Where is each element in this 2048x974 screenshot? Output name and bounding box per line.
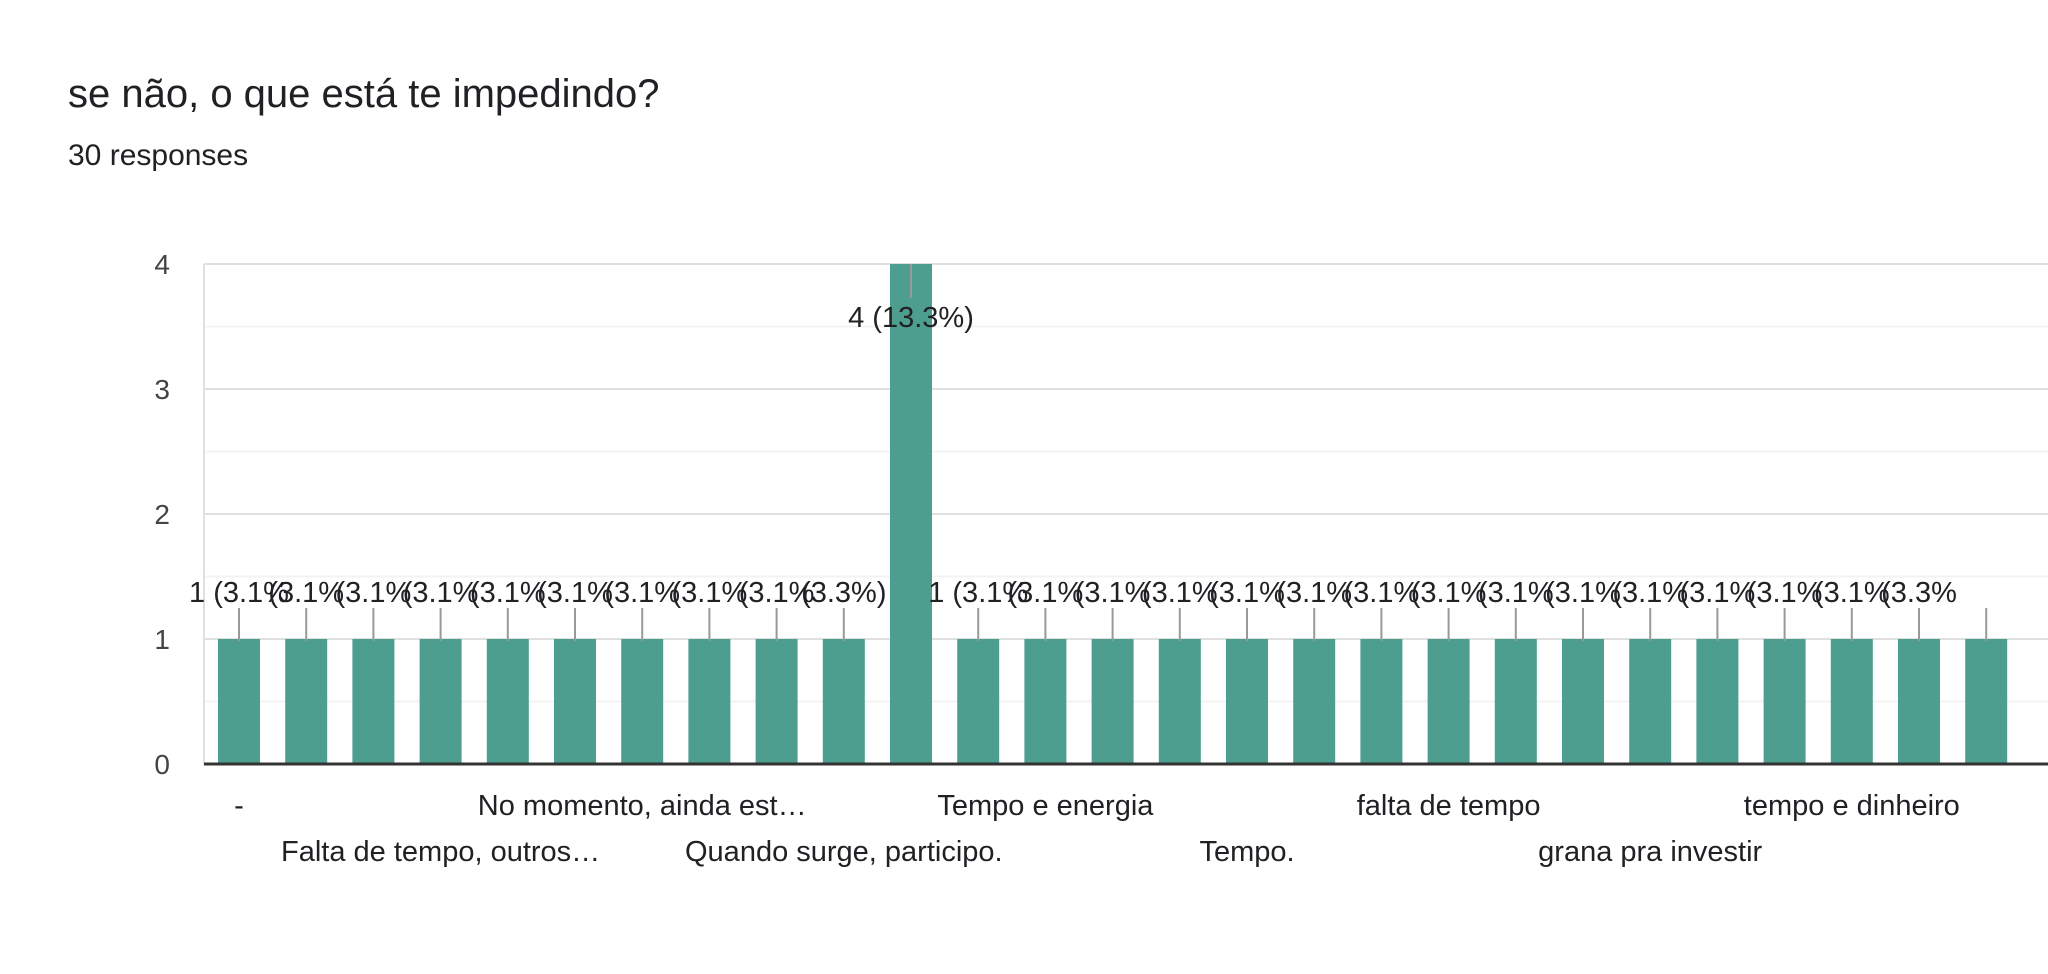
data-label: 4 (13.3%) xyxy=(848,302,974,334)
data-label: (3.3%) xyxy=(801,577,886,609)
y-tick-label: 1 xyxy=(154,624,170,655)
data-label: 1 (3.1% xyxy=(928,577,1028,609)
x-category-label: Quando surge, participo. xyxy=(685,836,1003,868)
data-label: (3.1% xyxy=(1344,577,1420,609)
data-label: 1 (3.1% xyxy=(189,577,289,609)
data-label: (3.1% xyxy=(672,577,748,609)
bar xyxy=(1360,639,1403,764)
data-label: (3.1% xyxy=(739,577,815,609)
bar xyxy=(1024,639,1067,764)
y-tick-label: 0 xyxy=(154,749,170,780)
bar xyxy=(1494,639,1537,764)
y-tick-label: 3 xyxy=(154,374,170,405)
data-label: (3.1% xyxy=(537,577,613,609)
x-category-label: falta de tempo xyxy=(1357,790,1541,822)
data-label: (3.1% xyxy=(1411,577,1487,609)
data-label: (3.1% xyxy=(1814,577,1890,609)
bar xyxy=(1158,639,1201,764)
data-label: (3.1% xyxy=(1747,577,1823,609)
bar xyxy=(486,639,529,764)
data-label: (3.1% xyxy=(470,577,546,609)
x-category-label: Tempo e energia xyxy=(937,790,1154,822)
y-tick-label: 4 xyxy=(154,249,170,280)
data-label: (3.1% xyxy=(1612,577,1688,609)
bar xyxy=(1293,639,1336,764)
bar xyxy=(218,639,260,764)
bar xyxy=(1830,639,1873,764)
bar xyxy=(822,639,865,764)
x-category-label: Tempo. xyxy=(1199,836,1294,868)
x-category-label: - xyxy=(234,790,244,822)
bar xyxy=(1965,639,2008,764)
data-label: (3.1% xyxy=(604,577,680,609)
bar xyxy=(1629,639,1672,764)
bar xyxy=(621,639,664,764)
bar xyxy=(1763,639,1806,764)
data-label: (3.1% xyxy=(336,577,412,609)
data-label: (3.1% xyxy=(1209,577,1285,609)
x-category-label: tempo e dinheiro xyxy=(1744,790,1960,822)
response-count: 30 responses xyxy=(68,139,249,172)
x-category-label: No momento, ainda est… xyxy=(478,790,807,822)
bar xyxy=(1562,639,1604,764)
data-label: (3.1% xyxy=(1142,577,1218,609)
bar xyxy=(285,639,328,764)
bar xyxy=(1898,639,1940,764)
bar xyxy=(554,639,596,764)
bar xyxy=(755,639,798,764)
bar xyxy=(957,639,1000,764)
bar xyxy=(1696,639,1739,764)
bar xyxy=(419,639,462,764)
y-tick-label: 2 xyxy=(154,499,170,530)
x-category-label: grana pra investir xyxy=(1538,836,1762,868)
question-title: se não, o que está te impedindo? xyxy=(68,72,660,116)
data-label: (3.3% xyxy=(1881,577,1957,609)
data-label: (3.1% xyxy=(1008,577,1084,609)
x-category-label: Falta de tempo, outros… xyxy=(281,836,600,868)
data-label: (3.1% xyxy=(1075,577,1151,609)
bar xyxy=(1226,639,1268,764)
data-label: (3.1% xyxy=(268,577,344,609)
data-label: (3.1% xyxy=(1276,577,1352,609)
data-label: (3.1% xyxy=(403,577,479,609)
bar xyxy=(1427,639,1470,764)
bar xyxy=(688,639,731,764)
bar xyxy=(890,264,932,764)
data-label: (3.1% xyxy=(1545,577,1621,609)
data-label: (3.1% xyxy=(1478,577,1554,609)
data-label: (3.1% xyxy=(1680,577,1756,609)
bar xyxy=(352,639,395,764)
bar xyxy=(1091,639,1134,764)
